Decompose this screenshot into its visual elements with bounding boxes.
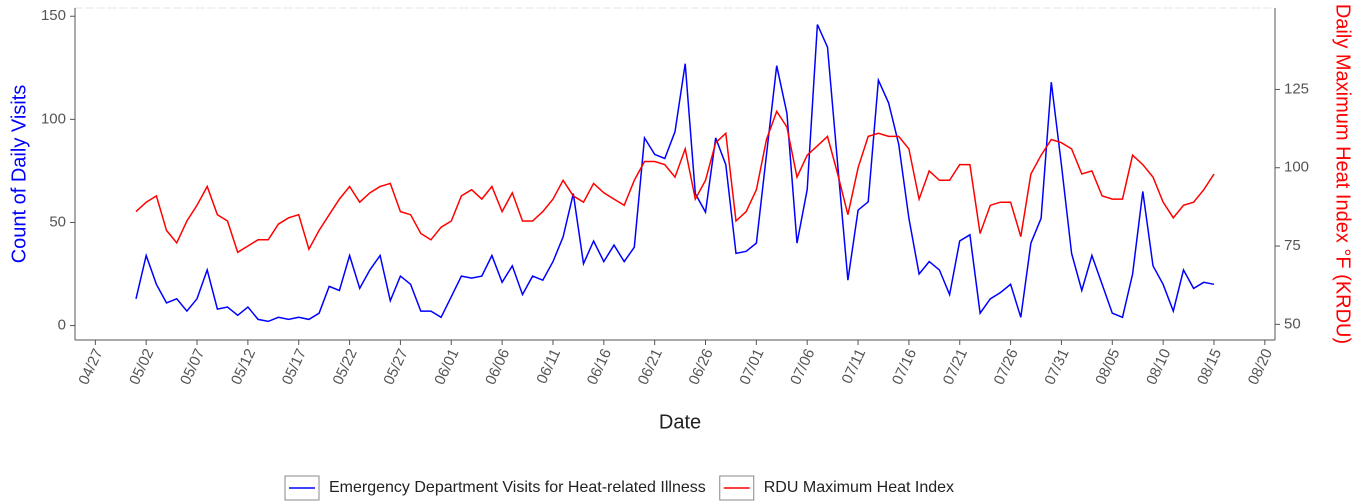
x-tick-label: 06/26 bbox=[685, 346, 716, 387]
x-tick-label: 07/01 bbox=[736, 346, 767, 387]
x-tick-label: 08/15 bbox=[1194, 346, 1225, 387]
x-tick-label: 05/07 bbox=[177, 346, 208, 387]
y-tick-label: 50 bbox=[49, 213, 66, 230]
y2-tick-label: 100 bbox=[1284, 159, 1309, 176]
x-tick-label: 08/10 bbox=[1143, 346, 1174, 387]
x-tick-label: 05/27 bbox=[380, 346, 411, 387]
legend-label: Emergency Department Visits for Heat-rel… bbox=[329, 479, 706, 496]
x-axis-title: Date bbox=[659, 411, 701, 433]
plot-frame bbox=[74, 7, 1276, 341]
x-tick-label: 07/21 bbox=[940, 346, 971, 387]
x-tick-label: 06/06 bbox=[482, 346, 513, 387]
x-tick-label: 08/05 bbox=[1092, 346, 1123, 387]
x-tick-label: 05/17 bbox=[279, 346, 310, 387]
x-tick-label: 07/16 bbox=[889, 346, 920, 387]
y2-tick-label: 75 bbox=[1284, 237, 1301, 254]
series-line bbox=[135, 109, 1215, 254]
x-tick-label: 07/26 bbox=[991, 346, 1022, 387]
y-tick-label: 100 bbox=[41, 110, 66, 127]
x-tick-label: 06/01 bbox=[431, 346, 462, 387]
x-tick-label: 07/31 bbox=[1041, 346, 1072, 387]
x-tick-label: 06/21 bbox=[635, 346, 666, 387]
y2-axis-title: Daily Maximum Heat Index °F (KRDU) bbox=[1332, 4, 1354, 344]
x-tick-label: 04/27 bbox=[75, 346, 106, 387]
x-tick-label: 05/22 bbox=[330, 346, 361, 387]
y-tick-label: 150 bbox=[41, 7, 66, 24]
y2-tick-label: 50 bbox=[1284, 315, 1301, 332]
x-tick-label: 06/16 bbox=[584, 346, 615, 387]
x-tick-label: 05/12 bbox=[228, 346, 259, 387]
y-tick-label: 0 bbox=[58, 317, 66, 334]
y-axis-title: Count of Daily Visits bbox=[8, 85, 30, 264]
series-line bbox=[135, 24, 1215, 323]
y2-tick-label: 125 bbox=[1284, 80, 1309, 97]
x-tick-label: 08/20 bbox=[1245, 346, 1276, 387]
x-tick-label: 05/02 bbox=[126, 346, 157, 387]
legend-label: RDU Maximum Heat Index bbox=[764, 479, 954, 496]
x-tick-label: 07/06 bbox=[787, 346, 818, 387]
x-tick-label: 06/11 bbox=[533, 346, 564, 386]
x-tick-label: 07/11 bbox=[838, 346, 869, 386]
